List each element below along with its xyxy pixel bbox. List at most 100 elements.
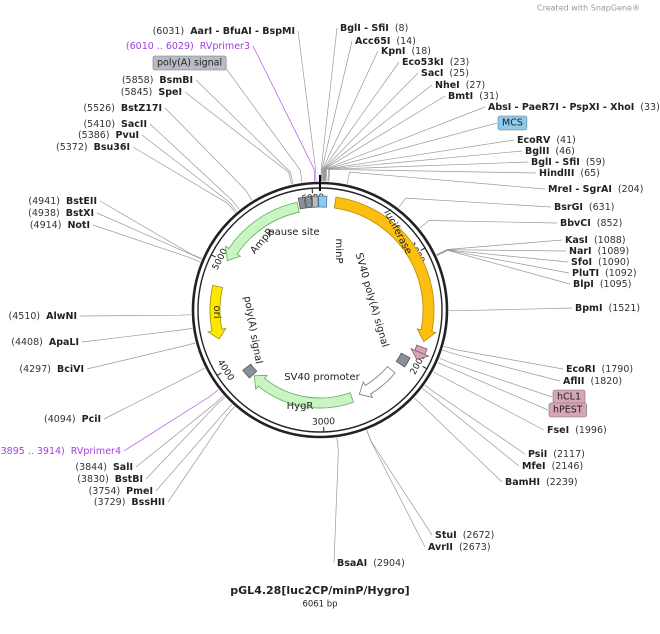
- site-name: PciI: [82, 414, 101, 425]
- site-position: (6010 .. 6029): [126, 41, 194, 52]
- site-position: (2239): [546, 477, 578, 488]
- site-name: SfoI: [571, 257, 592, 268]
- leader-line: [141, 134, 238, 212]
- leader-line: [419, 220, 558, 229]
- leader-line: [96, 212, 202, 260]
- site-name: AlwNI: [46, 311, 77, 322]
- leader-line: [333, 437, 339, 564]
- leader-line: [164, 107, 253, 201]
- site-position: (1090): [598, 257, 630, 268]
- site-name: BstXI: [66, 208, 94, 219]
- leader-line: [436, 250, 571, 285]
- leader-line: [324, 106, 486, 182]
- ring-tick-label: 3000: [312, 417, 335, 428]
- site-position: (46): [555, 146, 575, 157]
- site-position: (2672): [463, 530, 495, 541]
- site-position: (41): [556, 135, 576, 146]
- site-label: (4094) PciI: [44, 414, 101, 425]
- site-name: RVprimer3: [200, 41, 250, 52]
- site-name: Eco53kI: [402, 57, 444, 68]
- site-name: MfeI: [522, 461, 546, 472]
- leader-line: [79, 314, 192, 317]
- site-position: (3729): [94, 497, 126, 508]
- leader-line: [424, 385, 526, 455]
- site-label: KasI (1088): [565, 235, 626, 246]
- site-position: (18): [411, 46, 431, 57]
- site-label: PsiI (2117): [528, 449, 585, 460]
- site-label: BbvCI (852): [560, 218, 622, 229]
- site-name: KasI: [565, 235, 588, 246]
- site-position: (27): [466, 80, 486, 91]
- site-position: (4938): [28, 208, 60, 219]
- site-position: (1996): [575, 425, 607, 436]
- site-position: (5410): [83, 119, 115, 130]
- leader-line: [443, 345, 564, 370]
- callout-box: [497, 115, 528, 131]
- leader-line: [414, 397, 503, 483]
- site-name: SalI: [113, 462, 133, 473]
- callout-label: hPEST: [553, 405, 583, 416]
- leader-line: [195, 79, 294, 184]
- leader-line: [366, 430, 426, 548]
- site-name: BpmI: [575, 303, 602, 314]
- site-position: (4510): [9, 311, 41, 322]
- site-name: EcoRI: [566, 364, 596, 375]
- site-position: (1089): [598, 246, 630, 257]
- feature-label: minP: [333, 239, 344, 264]
- feature-hpest: [410, 347, 430, 360]
- leader-line: [327, 161, 529, 182]
- site-name: BglI - SfiI: [531, 157, 580, 168]
- site-name: PluTI: [572, 268, 599, 279]
- site-name: BamHI: [505, 477, 540, 488]
- site-label: (3754) PmeI: [89, 486, 153, 497]
- site-name: ApaLI: [49, 337, 79, 348]
- leader-line: [135, 395, 224, 468]
- site-position: (1790): [602, 364, 634, 375]
- leader-line: [321, 40, 353, 182]
- leader-line: [398, 197, 552, 208]
- leader-line: [99, 200, 202, 259]
- site-name: FseI: [547, 425, 569, 436]
- feature-label: pause site: [268, 227, 319, 238]
- site-label: (4938) BstXI: [28, 208, 94, 219]
- site-label: HindIII (65): [539, 168, 600, 179]
- site-label: NheI (27): [435, 80, 485, 91]
- site-name: SacI: [421, 68, 443, 79]
- callout-label: hCL1: [557, 392, 581, 403]
- primer-label: (3895 .. 3914) RVprimer4: [0, 446, 121, 457]
- feature-hygr: [253, 374, 355, 409]
- feature-label: SV40 poly(A) signal: [353, 252, 390, 349]
- site-label: (4297) BciVI: [19, 364, 84, 375]
- site-position: (4941): [28, 196, 60, 207]
- leader-line: [123, 389, 219, 452]
- feature-label: HygR: [287, 401, 314, 412]
- site-name: KpnI: [381, 46, 405, 57]
- leader-line: [323, 95, 446, 182]
- site-label: (5845) SpeI: [121, 87, 182, 98]
- site-label: Eco53kI (23): [402, 57, 469, 68]
- leader-line: [81, 328, 193, 343]
- site-name: AflII: [563, 376, 584, 387]
- site-label: (5410) SacII: [83, 119, 147, 130]
- site-name: HindIII: [539, 168, 574, 179]
- feature-pause-site: [297, 196, 307, 210]
- site-label: NarI (1089): [569, 246, 629, 257]
- site-name: BssHII: [131, 497, 165, 508]
- site-position: (4914): [30, 220, 62, 231]
- leader-line: [149, 123, 240, 210]
- leader-line: [437, 362, 549, 411]
- site-label: StuI (2672): [435, 530, 494, 541]
- site-position: (59): [586, 157, 606, 168]
- leader-line: [328, 168, 537, 182]
- credit: Created with SnapGene®: [537, 4, 640, 13]
- site-name: RVprimer4: [71, 446, 121, 457]
- site-name: BsrGI: [554, 202, 583, 213]
- site-position: (1820): [590, 376, 622, 387]
- site-position: (5845): [121, 87, 153, 98]
- site-label: AbsI - PaeR7I - PspXI - XhoI (33): [488, 102, 660, 113]
- site-position: (8): [395, 23, 408, 34]
- ring-tick: [422, 365, 428, 370]
- site-name: NotI: [67, 220, 90, 231]
- ring-tick: [216, 372, 222, 376]
- site-label: BlpI (1095): [573, 279, 631, 290]
